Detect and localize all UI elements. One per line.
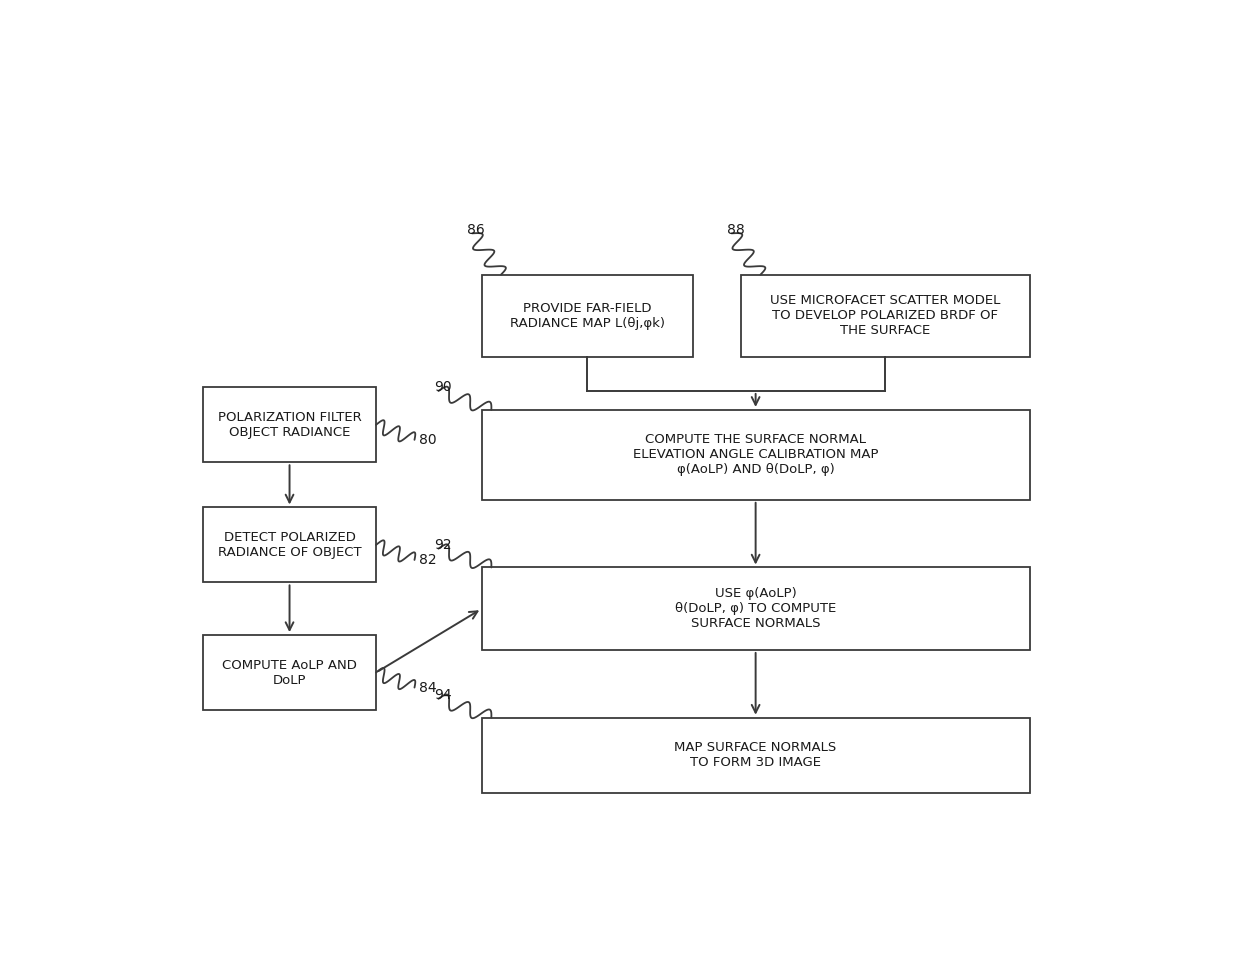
FancyBboxPatch shape [481, 410, 1029, 500]
Text: 90: 90 [434, 380, 451, 394]
FancyBboxPatch shape [481, 718, 1029, 793]
Text: 94: 94 [434, 688, 451, 702]
FancyBboxPatch shape [203, 507, 376, 582]
FancyBboxPatch shape [203, 635, 376, 710]
Text: 92: 92 [434, 538, 451, 552]
Text: POLARIZATION FILTER
OBJECT RADIANCE: POLARIZATION FILTER OBJECT RADIANCE [218, 410, 361, 439]
Text: 86: 86 [467, 222, 485, 237]
Text: DETECT POLARIZED
RADIANCE OF OBJECT: DETECT POLARIZED RADIANCE OF OBJECT [218, 531, 361, 559]
Text: USE MICROFACET SCATTER MODEL
TO DEVELOP POLARIZED BRDF OF
THE SURFACE: USE MICROFACET SCATTER MODEL TO DEVELOP … [770, 294, 1001, 337]
FancyBboxPatch shape [481, 275, 693, 357]
Text: COMPUTE AoLP AND
DoLP: COMPUTE AoLP AND DoLP [222, 658, 357, 686]
Text: 82: 82 [419, 553, 436, 566]
Text: COMPUTE THE SURFACE NORMAL
ELEVATION ANGLE CALIBRATION MAP
φ(AoLP) AND θ(DoLP, φ: COMPUTE THE SURFACE NORMAL ELEVATION ANG… [632, 433, 878, 477]
Text: MAP SURFACE NORMALS
TO FORM 3D IMAGE: MAP SURFACE NORMALS TO FORM 3D IMAGE [675, 741, 837, 769]
FancyBboxPatch shape [742, 275, 1029, 357]
Text: USE φ(AoLP)
θ(DoLP, φ) TO COMPUTE
SURFACE NORMALS: USE φ(AoLP) θ(DoLP, φ) TO COMPUTE SURFAC… [675, 587, 836, 630]
Text: 88: 88 [727, 222, 744, 237]
Text: PROVIDE FAR-FIELD
RADIANCE MAP L(θj,φk): PROVIDE FAR-FIELD RADIANCE MAP L(θj,φk) [510, 302, 665, 330]
Text: 84: 84 [419, 681, 436, 694]
Text: 80: 80 [419, 433, 436, 447]
FancyBboxPatch shape [203, 387, 376, 462]
FancyBboxPatch shape [481, 567, 1029, 650]
